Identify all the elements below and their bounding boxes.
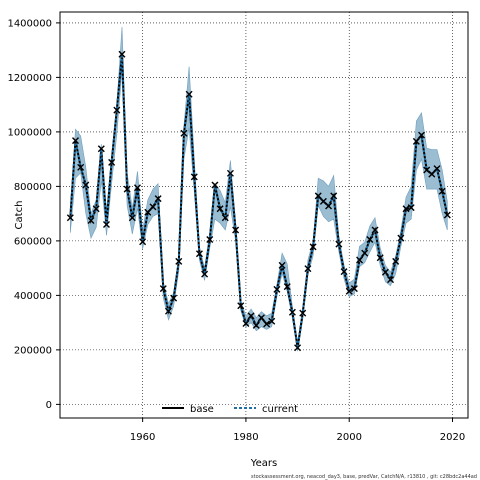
data-point <box>211 181 219 189</box>
data-point <box>283 283 291 291</box>
data-point <box>247 312 255 320</box>
data-point <box>361 249 369 257</box>
x-axis-title: Years <box>250 458 277 469</box>
x-tick-label: 1960 <box>130 432 155 443</box>
data-point <box>232 226 240 234</box>
data-point <box>190 173 198 181</box>
data-point <box>123 185 131 193</box>
data-point <box>195 250 203 258</box>
data-point <box>433 165 441 173</box>
data-point <box>82 181 90 189</box>
y-axis-title: Catch <box>14 201 25 230</box>
data-point <box>92 205 100 213</box>
data-point <box>443 211 451 219</box>
data-point <box>139 238 147 246</box>
data-point <box>206 236 214 244</box>
data-point <box>438 187 446 195</box>
data-point <box>257 314 265 322</box>
data-point <box>108 158 116 166</box>
data-point <box>170 294 178 302</box>
data-point <box>164 307 172 315</box>
data-point <box>387 276 395 284</box>
data-point <box>221 214 229 222</box>
data-point <box>350 285 358 293</box>
y-tick-label: 0 <box>46 400 52 411</box>
data-point <box>144 208 152 216</box>
data-point <box>185 90 193 98</box>
data-point <box>345 287 353 295</box>
data-point <box>392 257 400 265</box>
data-point <box>118 50 126 58</box>
footer-note: stockassessment.org, neacod_day3, base, … <box>251 474 477 480</box>
series-line-current <box>69 54 449 348</box>
data-point <box>366 236 374 244</box>
data-point <box>304 265 312 273</box>
grid-lines <box>60 12 468 418</box>
data-point <box>268 317 276 325</box>
data-points <box>66 50 451 352</box>
y-tick-label: 1000000 <box>7 127 52 138</box>
data-point <box>397 234 405 242</box>
data-point <box>423 166 431 174</box>
data-point <box>407 204 415 212</box>
data-point <box>288 308 296 316</box>
data-point <box>237 302 245 310</box>
data-point <box>252 321 260 329</box>
data-point <box>128 214 136 222</box>
data-point <box>133 184 141 192</box>
data-point <box>273 285 281 293</box>
data-point <box>175 257 183 265</box>
data-point <box>299 309 307 317</box>
data-point <box>325 202 333 210</box>
y-tick-label: 600000 <box>14 236 52 247</box>
data-point <box>340 268 348 276</box>
data-point <box>294 344 302 352</box>
y-axis-ticks: 0 200000 400000 600000 800000 1000000 1200000 1… <box>7 18 60 411</box>
data-point <box>216 205 224 213</box>
legend-base-label: base <box>190 404 214 415</box>
data-point <box>159 285 167 293</box>
data-point <box>412 137 420 145</box>
y-tick-label: 200000 <box>14 345 52 356</box>
data-point <box>242 319 250 327</box>
series-lines <box>69 54 449 348</box>
data-point <box>226 169 234 177</box>
data-point <box>309 243 317 251</box>
x-tick-label: 2020 <box>440 432 465 443</box>
data-point <box>77 163 85 171</box>
y-tick-label: 1200000 <box>7 73 52 84</box>
y-tick-label: 1400000 <box>7 18 52 29</box>
data-point <box>263 320 271 328</box>
data-point <box>376 254 384 262</box>
data-point <box>66 214 74 222</box>
data-point <box>113 106 121 114</box>
data-point <box>102 221 110 229</box>
data-point <box>180 129 188 137</box>
y-tick-label: 400000 <box>14 291 52 302</box>
data-point <box>335 240 343 248</box>
plot-frame <box>59 11 469 419</box>
data-point <box>371 226 379 234</box>
y-tick-label: 800000 <box>14 182 52 193</box>
data-point <box>278 261 286 269</box>
data-point <box>381 268 389 276</box>
x-tick-label: 1980 <box>233 432 258 443</box>
data-point <box>87 216 95 224</box>
data-point <box>201 270 209 278</box>
legend-current-label: current <box>262 404 298 415</box>
data-point <box>149 203 157 211</box>
data-point <box>402 205 410 213</box>
data-point <box>428 170 436 178</box>
data-point <box>330 192 338 200</box>
data-point <box>71 137 79 145</box>
legend: base current <box>162 404 298 415</box>
data-point <box>97 145 105 153</box>
x-tick-label: 2000 <box>336 432 361 443</box>
data-point <box>356 256 364 264</box>
data-point <box>154 195 162 203</box>
data-point <box>418 131 426 139</box>
data-point <box>314 192 322 200</box>
x-axis-ticks: 1960 1980 2000 2020 <box>130 418 465 443</box>
